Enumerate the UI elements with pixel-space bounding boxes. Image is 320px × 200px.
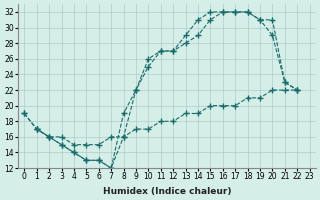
X-axis label: Humidex (Indice chaleur): Humidex (Indice chaleur) — [103, 187, 231, 196]
